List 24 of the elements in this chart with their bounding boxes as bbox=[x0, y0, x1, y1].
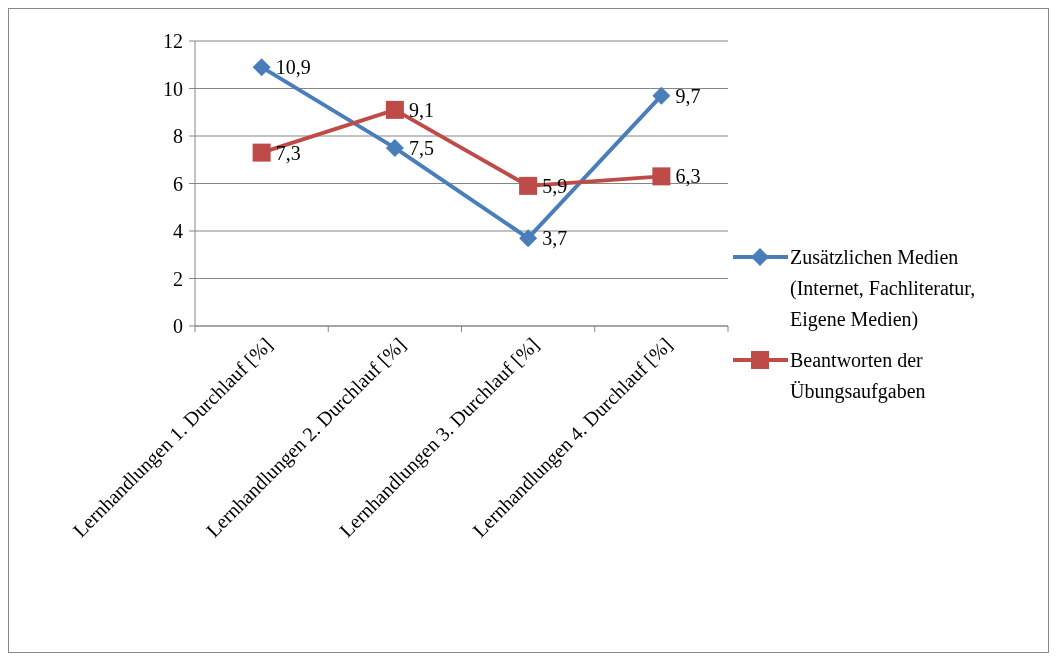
legend-label: Beantworten der Übungsaufgaben bbox=[790, 349, 926, 403]
data-label: 7,3 bbox=[275, 141, 301, 164]
point bbox=[652, 86, 671, 105]
point bbox=[385, 100, 404, 119]
point bbox=[385, 138, 404, 157]
y-tick-label: 12 bbox=[163, 30, 183, 52]
data-label: 9,1 bbox=[408, 98, 434, 121]
point bbox=[519, 176, 538, 195]
y-tick-label: 2 bbox=[173, 267, 183, 290]
data-label: 7,5 bbox=[408, 136, 434, 159]
point bbox=[252, 143, 271, 162]
data-label: 3,7 bbox=[542, 227, 568, 250]
y-tick-label: 10 bbox=[163, 77, 183, 100]
y-tick-label: 4 bbox=[173, 220, 183, 242]
point bbox=[652, 167, 671, 186]
point bbox=[519, 229, 538, 248]
data-label: 10,9 bbox=[275, 56, 311, 79]
y-tick-label: 0 bbox=[173, 315, 183, 337]
data-label: 9,7 bbox=[675, 84, 701, 107]
data-label: 6,3 bbox=[675, 165, 701, 188]
legend-label: Zusätzlichen Medien (Internet, Fachliteratur, Eigene Medien) bbox=[790, 246, 976, 331]
y-tick-label: 6 bbox=[173, 172, 183, 195]
y-tick-label: 8 bbox=[173, 125, 183, 147]
point bbox=[252, 58, 271, 77]
